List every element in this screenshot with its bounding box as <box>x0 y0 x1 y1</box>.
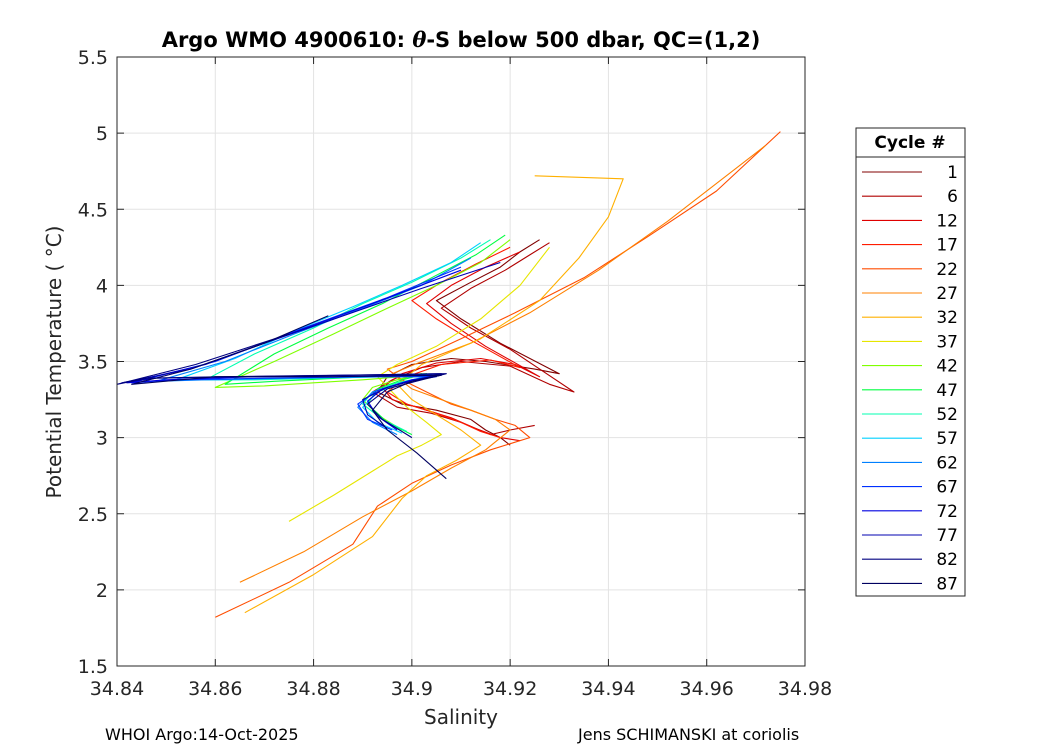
x-tick-label: 34.94 <box>581 678 635 700</box>
legend-entry-cycle-67: 67 <box>862 478 958 498</box>
x-tick-label: 34.88 <box>286 678 340 700</box>
legend-label: 37 <box>936 332 958 352</box>
legend: Cycle # 1 6 12 17 22 27 32 37 42 47 52 57 62 67 72 77 82… <box>855 127 966 597</box>
legend-label: 32 <box>936 308 958 328</box>
series-line-cycle-42 <box>214 239 511 431</box>
legend-label: 72 <box>936 502 958 522</box>
x-tick-label: 34.9 <box>391 678 433 700</box>
y-tick-label: 4 <box>96 275 108 297</box>
series-line-cycle-37 <box>288 246 550 522</box>
x-tick-label: 34.98 <box>778 678 832 700</box>
y-tick-label: 3 <box>96 428 108 450</box>
legend-label: 87 <box>936 574 958 594</box>
legend-entry-cycle-17: 17 <box>862 236 958 256</box>
legend-entry-cycle-47: 47 <box>862 381 958 401</box>
legend-label: 57 <box>936 429 958 449</box>
legend-label: 82 <box>936 550 958 570</box>
series-line-cycle-17 <box>386 246 521 439</box>
y-tick-label: 5.5 <box>78 47 108 69</box>
legend-entry-cycle-27: 27 <box>862 284 958 304</box>
footer-credit-right: Jens SCHIMANSKI at coriolis <box>578 725 800 744</box>
series-line-cycle-12 <box>381 251 541 442</box>
series-lines <box>116 131 781 618</box>
legend-label: 17 <box>936 236 958 256</box>
legend-entry-cycle-42: 42 <box>862 357 958 377</box>
legend-label: 67 <box>936 478 958 498</box>
legend-entry-cycle-52: 52 <box>862 405 958 425</box>
legend-label: 52 <box>936 405 958 425</box>
x-tick-label: 34.92 <box>483 678 537 700</box>
legend-label: 27 <box>936 284 958 304</box>
footer-credit-left: WHOI Argo:14-Oct-2025 <box>105 725 299 744</box>
legend-entry-cycle-12: 12 <box>862 211 958 231</box>
series-line-cycle-87 <box>131 315 447 480</box>
y-tick-label: 4.5 <box>78 199 108 221</box>
series-line-cycle-82 <box>116 333 447 439</box>
series-line-cycle-27 <box>239 144 767 583</box>
legend-label: 6 <box>947 187 958 207</box>
legend-label: 22 <box>936 260 958 280</box>
legend-title: Cycle # <box>874 133 945 153</box>
legend-entry-cycle-6: 6 <box>862 187 958 207</box>
legend-label: 62 <box>936 453 958 473</box>
y-tick-label: 2.5 <box>78 504 108 526</box>
x-tick-label: 34.86 <box>188 678 242 700</box>
x-tick-label: 34.84 <box>90 678 144 700</box>
legend-label: 47 <box>936 381 958 401</box>
legend-entry-cycle-72: 72 <box>862 502 958 522</box>
legend-entry-cycle-57: 57 <box>862 429 958 449</box>
y-tick-label: 2 <box>96 580 108 602</box>
legend-entry-cycle-32: 32 <box>862 308 958 328</box>
legend-entry-cycle-22: 22 <box>862 260 958 280</box>
legend-label: 12 <box>936 211 958 231</box>
legend-label: 1 <box>947 163 958 183</box>
y-tick-label: 3.5 <box>78 352 108 374</box>
legend-entry-cycle-1: 1 <box>862 163 958 183</box>
axis-ticks: 34.84 34.86 34.88 34.9 34.92 34.94 34.96 34.98 1… <box>78 47 832 700</box>
x-tick-label: 34.96 <box>680 678 734 700</box>
legend-entry-cycle-77: 77 <box>862 526 958 546</box>
legend-label: 42 <box>936 357 958 377</box>
series-line-cycle-32 <box>244 175 624 614</box>
x-axis-label: Salinity <box>424 705 498 729</box>
y-tick-label: 5 <box>96 123 108 145</box>
title-theta: θ <box>412 27 426 52</box>
y-axis-label: Potential Temperature ( °C) <box>42 226 66 499</box>
title-prefix: Argo WMO 4900610: <box>162 28 413 52</box>
legend-entry-cycle-82: 82 <box>862 550 958 570</box>
y-tick-label: 1.5 <box>78 656 108 678</box>
title-suffix: -S below 500 dbar, QC=(1,2) <box>426 28 760 52</box>
legend-box <box>855 127 966 597</box>
chart-title: Argo WMO 4900610: θ-S below 500 dbar, QC… <box>162 27 761 52</box>
legend-entry-cycle-87: 87 <box>862 574 958 594</box>
legend-entries: 1 6 12 17 22 27 32 37 42 47 52 57 62 67 72 77 82 87 <box>862 163 958 594</box>
legend-label: 77 <box>936 526 958 546</box>
legend-entry-cycle-37: 37 <box>862 332 958 352</box>
legend-entry-cycle-62: 62 <box>862 453 958 473</box>
